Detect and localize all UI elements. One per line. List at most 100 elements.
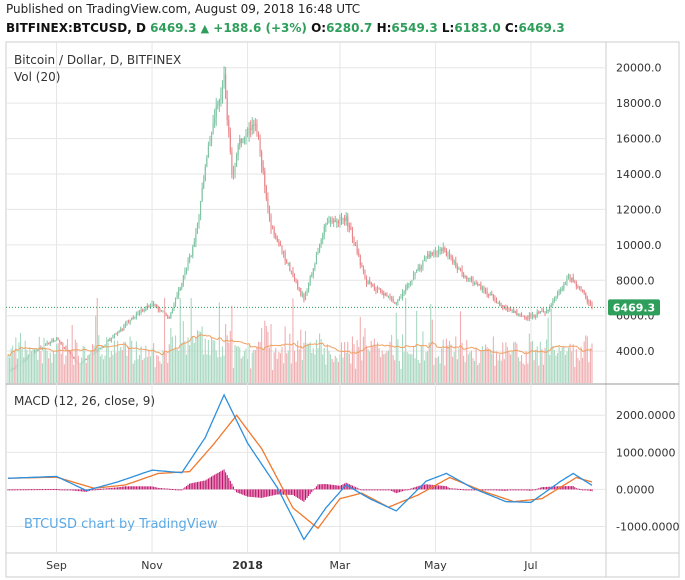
volume-bar [101,354,103,383]
candle-body [459,268,462,270]
volume-bar [168,344,170,383]
volume-bar [240,358,242,383]
candle-body [477,284,479,286]
volume-bar [245,348,247,383]
volume-bar [190,298,192,383]
macd-histogram-bar [272,489,274,496]
volume-bar [578,360,581,383]
macd-histogram-bar [232,486,235,490]
candle-body [394,302,396,304]
volume-bar [234,344,236,383]
macd-histogram-bar [378,489,380,491]
candle-body [234,166,236,174]
candle-body [406,284,408,289]
candle-body [245,135,247,137]
candle-body [60,341,62,344]
price-tick-label: 16000.0 [616,133,662,146]
macd-histogram-bar [26,489,28,491]
macd-histogram-bar [239,489,241,494]
volume-bar [535,349,537,383]
volume-bar [409,354,411,383]
macd-histogram-bar [308,489,310,496]
volume-bar [383,354,385,383]
macd-histogram-bar [416,486,418,490]
candle-body [412,275,415,281]
volume-bar [514,341,516,383]
volume-bar [340,342,343,383]
macd-histogram-bar [370,489,372,491]
volume-bar [88,354,90,383]
volume-bar [458,348,460,383]
published-note: Published on TradingView.com, August 09,… [6,2,361,16]
macd-histogram-bar [162,488,164,490]
macd-histogram-bar [240,489,242,495]
macd-histogram-bar [499,489,501,491]
candle-body [524,315,526,317]
candle-body [298,287,300,289]
macd-histogram-bar [95,489,97,491]
volume-bar [38,336,40,383]
candle-body [248,128,250,134]
macd-histogram-bar [115,487,117,490]
macd-histogram-bar [131,486,133,490]
macd-histogram-bar [563,486,565,490]
candle-body [339,216,341,224]
volume-bar [541,349,543,383]
candle-body [85,359,87,361]
macd-histogram-bar [483,489,485,491]
macd-histogram-bar [45,489,47,491]
macd-histogram-bar [524,489,526,491]
macd-histogram-bar [311,489,313,493]
volume-bar [464,362,466,383]
macd-histogram-bar [450,488,452,490]
volume-bar [151,348,153,383]
volume-bar [132,363,134,383]
candle-body [228,120,230,132]
macd-histogram-bar [117,487,119,490]
macd-histogram-bar [456,488,458,490]
macd-histogram-bar [189,483,191,490]
candle-body [464,275,466,278]
volume-bar [170,327,172,383]
macd-histogram-bar [129,486,131,490]
macd-histogram-bar [209,477,211,490]
macd-histogram-bar [427,484,429,490]
macd-histogram-bar [157,487,159,490]
candle-body [201,187,203,202]
volume-bar [502,342,504,383]
volume-bar [292,298,294,383]
volume-bar [160,363,162,383]
candle-body [353,237,355,246]
price-change: +188.6 (+3%) [213,21,307,35]
macd-histogram-bar [577,488,579,490]
candle-body [178,290,180,296]
volume-bar [118,351,120,383]
macd-histogram-bar [247,489,249,497]
candle-body [564,283,566,285]
volume-bar [419,362,421,383]
candle-body [256,123,258,132]
macd-histogram-bar [256,489,258,498]
volume-bar [492,336,494,383]
volume-bar [442,339,444,383]
volume-bar [566,351,568,383]
volume-bar [278,352,280,383]
macd-histogram-bar [508,489,510,491]
volume-bar [279,353,281,383]
volume-bar [459,311,462,383]
macd-histogram-bar [165,488,167,490]
macd-histogram-bar [439,485,441,490]
candle-body [350,227,352,230]
macd-histogram-bar [561,486,563,490]
volume-bar [585,335,587,383]
candle-body [257,131,260,139]
candle-body [439,249,441,251]
volume-bar [450,344,452,383]
candle-body [135,314,137,317]
volume-bar [402,334,404,383]
volume-bar [334,355,336,383]
candle-body [317,252,319,255]
volume-bar [76,342,78,383]
candle-body [174,297,177,305]
